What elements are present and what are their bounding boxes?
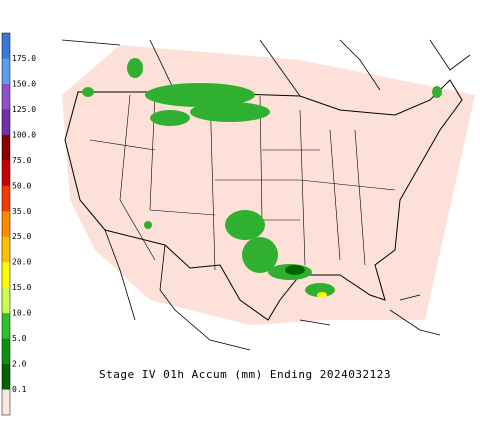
us-outline [64, 79, 463, 321]
mexico-caribbean-coast [104, 229, 441, 351]
colorbar-segment [2, 58, 10, 85]
colorbar-segment [2, 109, 10, 136]
colorbar-label: 75.0 [12, 156, 31, 165]
colorbar-label: 25.0 [12, 232, 31, 241]
colorbar-segment [2, 33, 10, 59]
colorbar-segment [2, 389, 10, 416]
colorbar-segment [2, 313, 10, 340]
colorbar-segment [2, 236, 10, 263]
map [61, 39, 475, 351]
colorbar-segment [2, 338, 10, 365]
colorbar-label: 10.0 [12, 309, 31, 318]
colorbar-segment [2, 83, 10, 110]
caption: Stage IV 01h Accum (mm) Ending 202403212… [99, 368, 391, 381]
colorbar-label: 35.0 [12, 207, 31, 216]
colorbar-frame [1, 32, 11, 416]
colorbar-segment [2, 211, 10, 238]
colorbar-segment [2, 287, 10, 314]
colorbar-segment [2, 364, 10, 391]
colorbar-label: 20.0 [12, 258, 31, 267]
colorbar-segment [2, 185, 10, 212]
colorbar-segment [2, 262, 10, 289]
colorbar-label: 50.0 [12, 181, 31, 190]
colorbar-label: 2.0 [12, 360, 27, 369]
colorbar-label: 175.0 [12, 54, 36, 63]
colorbar-label: 15.0 [12, 283, 31, 292]
colorbar: 175.0 150.0 125.0 100.0 75.0 50.0 35.0 25.0 20.0… [1, 32, 36, 416]
precip-heavy [285, 265, 305, 275]
colorbar-label: 125.0 [12, 105, 36, 114]
colorbar-label: 150.0 [12, 79, 36, 88]
colorbar-segment [2, 134, 10, 161]
colorbar-label: 5.0 [12, 334, 27, 343]
colorbar-label: 100.0 [12, 130, 36, 139]
colorbar-label: 0.1 [12, 385, 27, 394]
canada-lines [61, 39, 471, 97]
colorbar-segment [2, 160, 10, 187]
precip-peak [317, 292, 327, 298]
